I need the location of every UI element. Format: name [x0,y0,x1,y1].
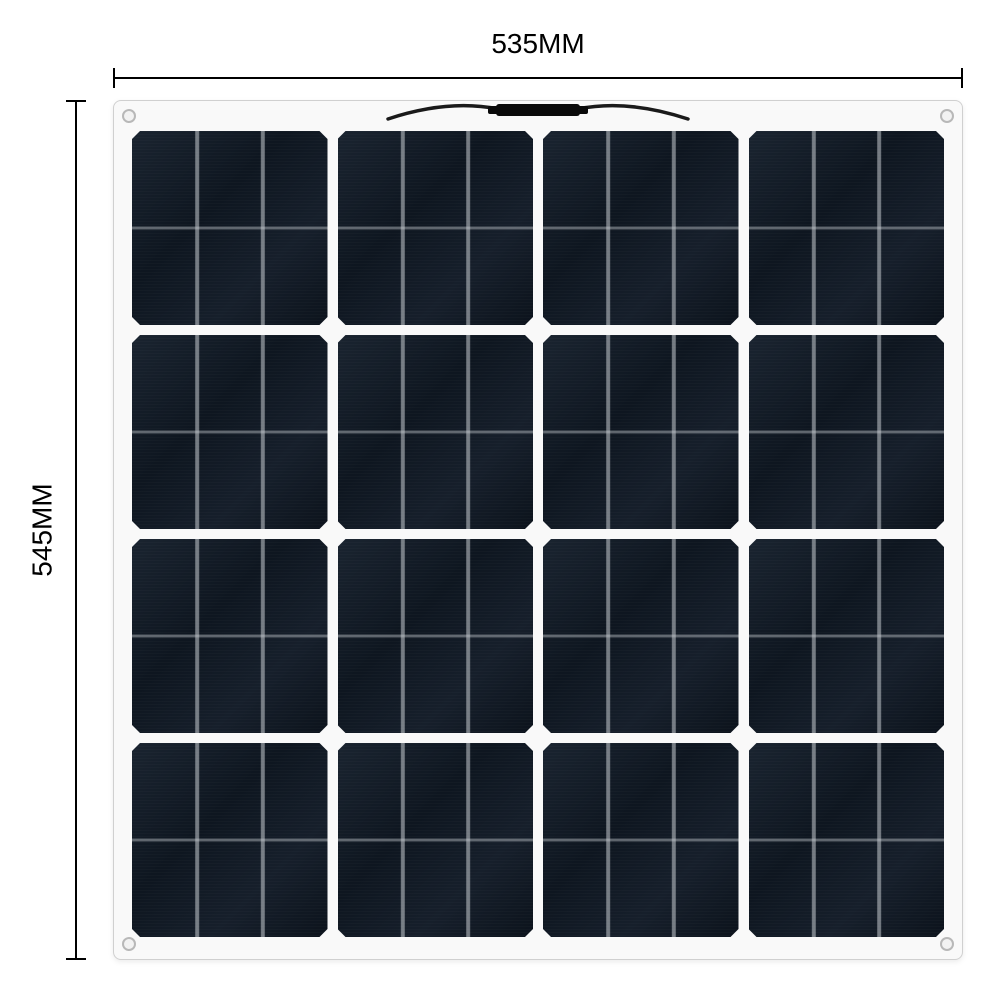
width-dimension: 535MM [113,28,963,66]
solar-cell [132,335,328,529]
solar-cell [543,539,739,733]
solar-panel-dimension-diagram: 535MM 545MM [0,0,1000,1000]
solar-cell [749,335,945,529]
solar-cell-grid [132,131,944,937]
dimension-rule [113,77,963,79]
height-dimension: 545MM [18,100,88,960]
solar-cell [338,335,534,529]
solar-cell [749,743,945,937]
solar-cell [543,743,739,937]
height-dimension-label: 545MM [27,483,59,576]
solar-cell [338,131,534,325]
dimension-rule [75,100,77,960]
solar-cell [749,539,945,733]
dimension-tick [66,958,86,960]
solar-cell [543,131,739,325]
solar-cell [132,131,328,325]
dimension-tick [961,68,963,88]
solar-cell [132,743,328,937]
mounting-grommet-icon [940,109,954,123]
solar-cell [338,539,534,733]
height-dimension-line [66,100,86,960]
junction-cable-icon [368,95,708,125]
solar-panel [113,100,963,960]
mounting-grommet-icon [122,937,136,951]
solar-cell [749,131,945,325]
mounting-grommet-icon [940,937,954,951]
mounting-grommet-icon [122,109,136,123]
width-dimension-label: 535MM [113,28,963,60]
solar-cell [132,539,328,733]
solar-cell [338,743,534,937]
solar-panel-body [113,100,963,960]
solar-cell [543,335,739,529]
width-dimension-line [113,68,963,88]
